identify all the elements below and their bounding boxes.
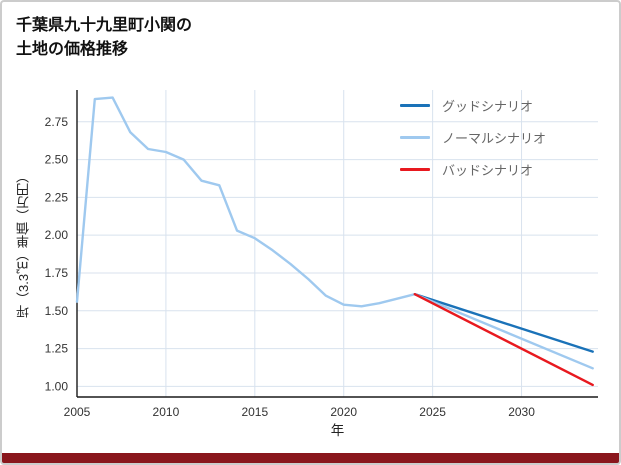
legend-item-bad: バッドシナリオ bbox=[400, 160, 546, 179]
legend-label-normal: ノーマルシナリオ bbox=[442, 131, 547, 146]
series-line-normal bbox=[413, 293, 594, 370]
chart-title-line1: 千葉県九十九里町小関の bbox=[16, 17, 193, 34]
x-tick-label: 2010 bbox=[153, 405, 180, 419]
y-tick-label: 2.00 bbox=[45, 228, 69, 242]
x-tick-label: 2005 bbox=[64, 405, 91, 419]
y-tick-label: 1.50 bbox=[45, 304, 69, 318]
x-axis-label: 年 bbox=[330, 423, 345, 438]
legend-swatch-bad bbox=[400, 168, 430, 171]
chart-title-line2: 土地の価格推移 bbox=[16, 41, 129, 58]
y-tick-label: 2.25 bbox=[45, 190, 69, 204]
y-tick-label: 1.25 bbox=[45, 342, 69, 356]
x-tick-label: 2020 bbox=[330, 405, 357, 419]
legend-item-good: グッドシナリオ bbox=[400, 96, 546, 115]
legend-swatch-normal bbox=[400, 136, 430, 139]
legend-label-good: グッドシナリオ bbox=[442, 99, 534, 114]
x-tick-label: 2025 bbox=[419, 405, 446, 419]
chart-title: 千葉県九十九里町小関の 土地の価格推移 bbox=[16, 14, 192, 62]
y-tick-label: 1.75 bbox=[45, 266, 69, 280]
legend-swatch-good bbox=[400, 104, 430, 107]
x-tick-label: 2030 bbox=[508, 405, 535, 419]
y-tick-label: 2.50 bbox=[45, 153, 69, 167]
y-tick-label: 1.00 bbox=[45, 379, 69, 393]
y-tick-label: 2.75 bbox=[45, 115, 69, 129]
legend: グッドシナリオ ノーマルシナリオ バッドシナリオ bbox=[400, 96, 546, 179]
y-axis-label: 坪（3.3㎡）単価（万円） bbox=[16, 169, 31, 318]
legend-label-bad: バッドシナリオ bbox=[442, 163, 534, 178]
series-line-bad bbox=[413, 293, 594, 387]
legend-item-normal: ノーマルシナリオ bbox=[400, 128, 546, 147]
x-tick-label: 2015 bbox=[241, 405, 268, 419]
series-line-history bbox=[75, 96, 416, 308]
series-line-good bbox=[413, 293, 594, 353]
footer-bar bbox=[2, 453, 619, 463]
